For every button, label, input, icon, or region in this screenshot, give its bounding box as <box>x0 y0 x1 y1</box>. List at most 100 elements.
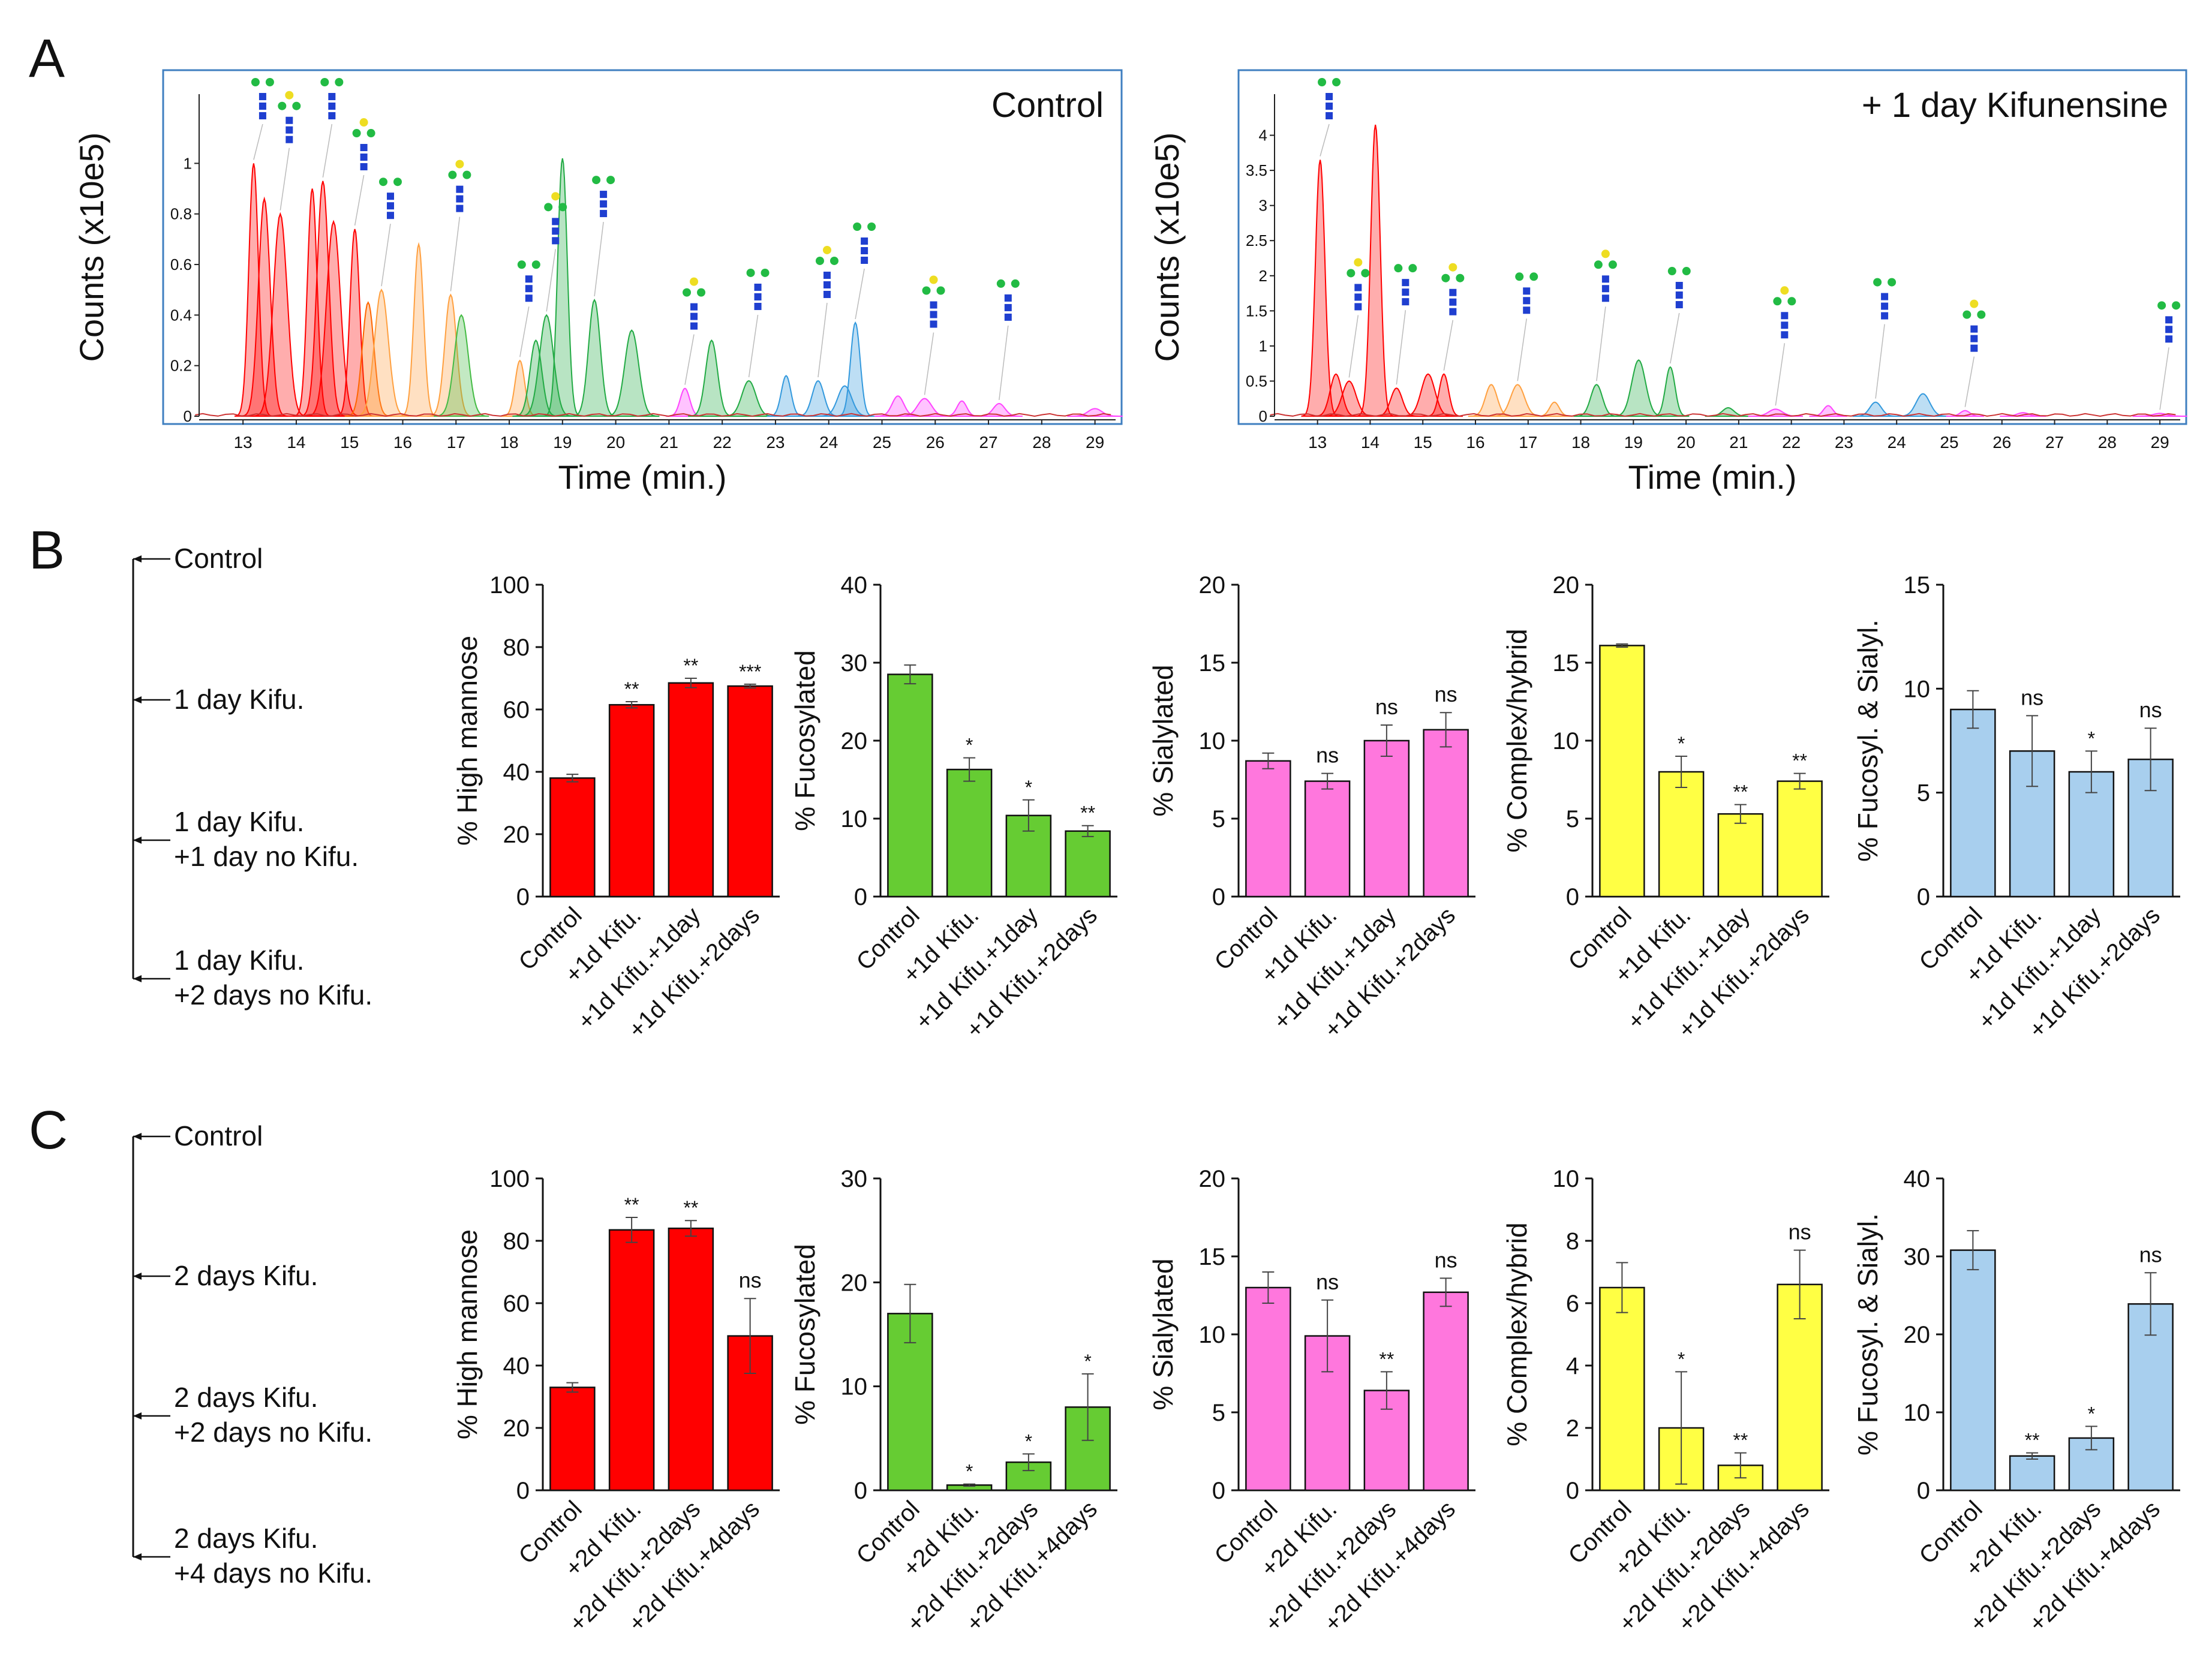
chromatogram-frame <box>1237 69 2187 425</box>
glcnac-square-icon <box>1449 288 1457 296</box>
y-tick-label: 4 <box>1566 1353 1579 1379</box>
glycan-leader-line <box>450 216 461 291</box>
bar <box>2009 1455 2055 1491</box>
significance-label: * <box>2088 727 2095 749</box>
significance-label: ns <box>1375 694 1398 719</box>
y-tick-label: 10 <box>841 1374 868 1400</box>
mannose-circle-icon <box>1318 78 1327 86</box>
y-axis-title: % Fucosylated <box>789 1244 821 1425</box>
mannose-circle-icon <box>867 222 876 231</box>
significance-label: ** <box>1733 1430 1748 1451</box>
timeline-label-line: +2 days no Kifu. <box>174 979 372 1011</box>
x-tick-label: 24 <box>819 433 838 452</box>
chromatogram-0: 0 0.2 0.4 0.6 0.8 1 13 14 15 16 17 18 19 20 21 22 23 24 25… <box>73 69 1123 496</box>
glycan-icon <box>1347 258 1370 378</box>
glcnac-square-icon <box>360 154 368 161</box>
glycan-icon <box>1594 249 1617 381</box>
glycan-icon <box>1667 267 1691 364</box>
mannose-circle-icon <box>1608 260 1617 269</box>
glcnac-square-icon <box>285 116 293 124</box>
glcnac-square-icon <box>1675 301 1683 309</box>
timeline-label-line: 2 days Kifu. <box>174 1382 318 1413</box>
glcnac-square-icon <box>285 136 293 143</box>
y-axis-title: % High mannose <box>452 636 483 846</box>
glcnac-square-icon <box>2165 326 2173 333</box>
galactose-circle-icon <box>1448 263 1457 272</box>
x-tick-label: 23 <box>766 433 785 452</box>
glcnac-square-icon <box>600 191 608 199</box>
bar <box>1304 780 1351 898</box>
glycan-leader-line <box>1775 343 1786 406</box>
glcnac-square-icon <box>259 103 266 110</box>
glcnac-square-icon <box>1970 325 1978 333</box>
x-tick-label: 24 <box>1888 433 1906 452</box>
glycan-leader-line <box>519 306 530 357</box>
mannose-circle-icon <box>853 222 862 231</box>
glycan-icon <box>1318 78 1341 157</box>
treatment-timeline-0: Control 1 day Kifu. 1 day Kifu. +1 day no K… <box>132 543 372 1011</box>
y-tick-label: 20 <box>503 1415 530 1442</box>
mannose-circle-icon <box>936 286 945 295</box>
y-axis-title: % Complex/hybrid <box>1501 628 1532 852</box>
bar <box>1950 708 1996 898</box>
glycan-leader-line <box>818 302 828 378</box>
significance-label: ** <box>683 1197 698 1219</box>
chromatogram-peak <box>1852 401 1899 417</box>
y-axis-title: % Fucosyl. & Sialyl. <box>1852 1213 1883 1456</box>
glycan-leader-line <box>253 124 263 160</box>
mannose-circle-icon <box>1011 279 1020 288</box>
glycan-icon <box>378 178 402 287</box>
panel-label-c: C <box>29 1100 68 1160</box>
mannose-circle-icon <box>1962 310 1971 319</box>
galactose-circle-icon <box>285 91 294 100</box>
glcnac-square-icon <box>285 126 293 134</box>
mannose-circle-icon <box>683 288 692 297</box>
x-tick-label: 19 <box>553 433 572 452</box>
mannose-circle-icon <box>1977 310 1986 319</box>
y-tick-label: 30 <box>841 1166 868 1192</box>
chromatogram-peak <box>427 293 474 417</box>
glycan-icon <box>815 245 838 378</box>
timeline-label: Control <box>174 1120 263 1151</box>
glcnac-square-icon <box>1523 306 1531 314</box>
glcnac-square-icon <box>386 193 394 200</box>
glycan-icon <box>1441 263 1465 371</box>
chromatogram-peak <box>688 339 735 417</box>
mannose-circle-icon <box>462 170 471 179</box>
glycan-leader-line <box>1396 310 1406 385</box>
significance-label: * <box>1678 1348 1685 1370</box>
timeline-label-line: 1 day Kifu. <box>174 806 304 837</box>
chromatogram-peak <box>399 242 438 417</box>
mannose-circle-icon <box>278 101 287 110</box>
x-tick-label: 14 <box>1361 433 1380 452</box>
y-tick-label: 20 <box>1199 572 1226 599</box>
glcnac-square-icon <box>600 210 608 218</box>
glcnac-square-icon <box>525 285 533 293</box>
chromatogram-baseline <box>1270 413 2176 417</box>
glcnac-square-icon <box>930 311 937 318</box>
glcnac-square-icon <box>328 103 336 110</box>
timeline-label-line: +4 days no Kifu. <box>174 1557 372 1589</box>
galactose-circle-icon <box>822 245 831 254</box>
glcnac-square-icon <box>1004 313 1012 321</box>
y-tick-label: 4 <box>1259 127 1267 145</box>
glcnac-square-icon <box>690 303 698 311</box>
y-tick-label: 100 <box>489 572 530 599</box>
significance-label: ** <box>1733 781 1748 803</box>
x-tick-label: 13 <box>234 433 253 452</box>
y-tick-label: 0.2 <box>170 357 192 375</box>
x-tick-label: 26 <box>1992 433 2011 452</box>
bar <box>608 1229 655 1491</box>
arrowhead-icon <box>133 1273 142 1280</box>
glycan-leader-line <box>594 221 604 297</box>
x-axis-title: Time (min.) <box>558 458 726 496</box>
glycan-leader-line <box>1670 312 1680 364</box>
glycan-icon <box>1515 272 1538 381</box>
y-tick-label: 0.5 <box>1246 372 1267 390</box>
x-tick-label: 27 <box>979 433 997 452</box>
treatment-timeline-1: Control 2 days Kifu. 2 days Kifu. +2 days n… <box>132 1120 372 1589</box>
mannose-circle-icon <box>1787 297 1796 306</box>
arrowhead-icon <box>133 837 142 844</box>
arrowhead-icon <box>133 555 142 563</box>
